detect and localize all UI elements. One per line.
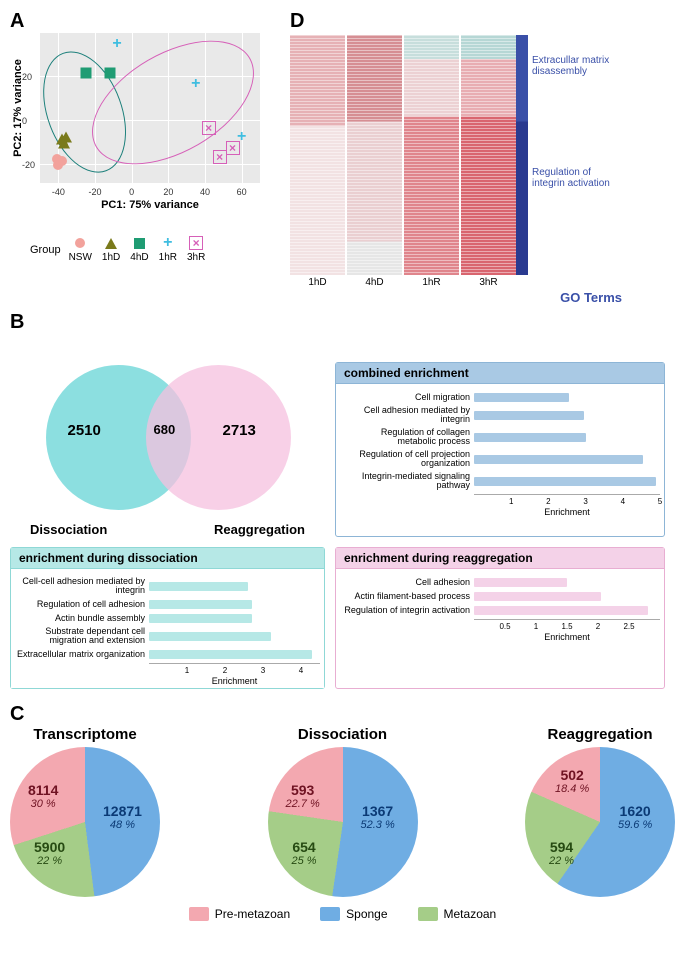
legend-a-title: Group: [30, 244, 61, 256]
heatmap-xlabels: 1hD4hD1hR3hR: [290, 277, 630, 288]
enrichment-reaggregation-body: Cell adhesionActin filament-based proces…: [336, 569, 664, 644]
panel-b: B 2510 680 2713 Dissociation Reaggregati…: [10, 311, 675, 689]
go-terms-text: GO Terms: [290, 290, 630, 305]
panel-b-label: B: [10, 311, 675, 334]
row-ad: A PC2: 17% variance -40-200204060-20020+…: [10, 10, 675, 305]
legend-c: Pre-metazoanSpongeMetazoan: [10, 907, 675, 921]
venn-left-label: Dissociation: [30, 522, 107, 537]
venn-block: 2510 680 2713 Dissociation Reaggregation: [10, 362, 325, 537]
venn-right-label: Reaggregation: [214, 522, 305, 537]
panel-c: C Transcriptome811430 %1287148 %590022 %…: [10, 703, 675, 921]
panel-c-label: C: [10, 703, 675, 726]
panel-a: A PC2: 17% variance -40-200204060-20020+…: [10, 10, 270, 263]
enrichment-dissociation-body: Cell-cell adhesion mediated by integrinR…: [11, 569, 324, 688]
venn-diagram: 2510 680 2713: [38, 362, 298, 522]
venn-circle-reaggregation: [146, 365, 291, 510]
pca-scatter: PC2: 17% variance -40-200204060-20020+++…: [40, 33, 260, 183]
figure: A PC2: 17% variance -40-200204060-20020+…: [10, 10, 675, 921]
panel-a-label: A: [10, 10, 270, 33]
venn-mid-count: 680: [154, 422, 176, 437]
enrichment-combined-title: combined enrichment: [336, 363, 664, 384]
enrichment-combined-body: Cell migrationCell adhesion mediated by …: [336, 384, 664, 519]
enrichment-reaggregation-title: enrichment during reaggregation: [336, 548, 664, 569]
enrichment-dissociation-title: enrichment during dissociation: [11, 548, 324, 569]
legend-a: Group NSW1hD4hD+1hR×3hR: [30, 236, 270, 263]
venn-left-count: 2510: [68, 422, 101, 439]
go-label-integrin: Regulation of integrin activation: [532, 167, 622, 189]
go-label-ecm: Extracullar matrix disassembly: [532, 55, 622, 77]
venn-right-count: 2713: [223, 422, 256, 439]
go-right-labels: Extracullar matrix disassembly Regulatio…: [528, 35, 622, 275]
enrichment-combined: combined enrichment Cell migrationCell a…: [335, 362, 665, 537]
enrichment-reaggregation: enrichment during reaggregation Cell adh…: [335, 547, 665, 689]
panel-d: D Extracullar matrix disassembly Regulat…: [290, 10, 630, 305]
heatmap: [290, 35, 516, 275]
pies-row: Transcriptome811430 %1287148 %590022 %Di…: [10, 726, 675, 897]
enrichment-dissociation: enrichment during dissociation Cell-cell…: [10, 547, 325, 689]
panel-d-label: D: [290, 10, 630, 33]
go-terms-bar: [516, 35, 528, 275]
x-axis-label: PC1: 75% variance: [40, 199, 260, 211]
